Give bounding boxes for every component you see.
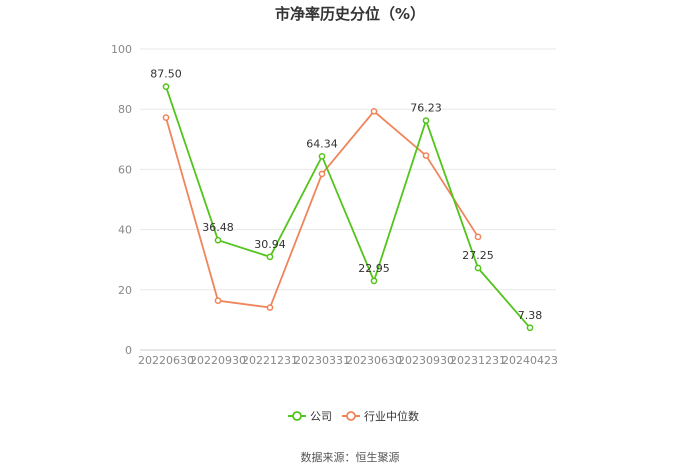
data-label: 7.38 xyxy=(518,309,543,322)
data-point xyxy=(370,107,378,115)
grid xyxy=(140,48,556,351)
legend-label: 行业中位数 xyxy=(364,409,419,423)
data-point xyxy=(214,297,222,304)
data-label: 27.25 xyxy=(462,249,494,262)
x-tick-label: 20240423 xyxy=(502,354,558,367)
data-point xyxy=(422,117,430,124)
y-tick-label: 80 xyxy=(118,103,132,116)
y-axis: 0 20 40 60 80 100 xyxy=(111,43,132,357)
data-label: 87.50 xyxy=(150,68,182,81)
y-tick-label: 60 xyxy=(118,163,132,176)
x-tick-label: 20221231 xyxy=(242,354,298,367)
series-industry-median xyxy=(162,107,482,311)
x-tick-label: 20230331 xyxy=(294,354,350,367)
legend-marker xyxy=(346,411,356,421)
y-tick-label: 0 xyxy=(125,344,132,357)
legend[interactable]: 公司 行业中位数 xyxy=(288,409,419,423)
x-axis: 2022063020220930202212312023033120230630… xyxy=(138,354,558,367)
data-point xyxy=(526,324,534,332)
data-point xyxy=(266,253,274,261)
x-tick-label: 20220630 xyxy=(138,354,194,367)
data-point xyxy=(162,83,170,90)
y-tick-label: 100 xyxy=(111,43,132,56)
data-label: 76.23 xyxy=(410,102,442,115)
data-point xyxy=(266,304,274,311)
legend-marker xyxy=(292,411,302,421)
data-label: 22.95 xyxy=(358,262,390,275)
y-tick-label: 40 xyxy=(118,224,132,237)
legend-item-industry-median[interactable]: 行业中位数 xyxy=(342,409,419,423)
series-company: 87.50 36.48 30.94 64.34 22.95 76.23 27.25 7.38 xyxy=(150,68,543,332)
x-tick-label: 20230930 xyxy=(398,354,454,367)
legend-label: 公司 xyxy=(310,410,332,423)
data-point xyxy=(318,170,326,178)
legend-item-company[interactable]: 公司 xyxy=(288,410,332,423)
x-tick-label: 20230630 xyxy=(346,354,402,367)
series-layer: 87.50 36.48 30.94 64.34 22.95 76.23 27.25 7.38 xyxy=(150,68,543,332)
chart-title: 市净率历史分位（%） xyxy=(275,5,425,23)
data-point xyxy=(162,114,170,121)
data-point xyxy=(474,233,482,241)
data-label: 30.94 xyxy=(254,238,286,251)
data-point xyxy=(474,264,482,272)
source-text: 数据来源：恒生聚源 xyxy=(301,450,400,464)
x-tick-label: 20231231 xyxy=(450,354,506,367)
data-label: 36.48 xyxy=(202,221,234,234)
data-label: 64.34 xyxy=(306,137,338,150)
data-point xyxy=(318,152,326,160)
x-tick-label: 20220930 xyxy=(190,354,246,367)
data-point xyxy=(370,277,378,285)
y-tick-label: 20 xyxy=(118,284,132,297)
series-line xyxy=(165,86,531,329)
data-point xyxy=(422,152,430,159)
data-point xyxy=(214,236,222,244)
